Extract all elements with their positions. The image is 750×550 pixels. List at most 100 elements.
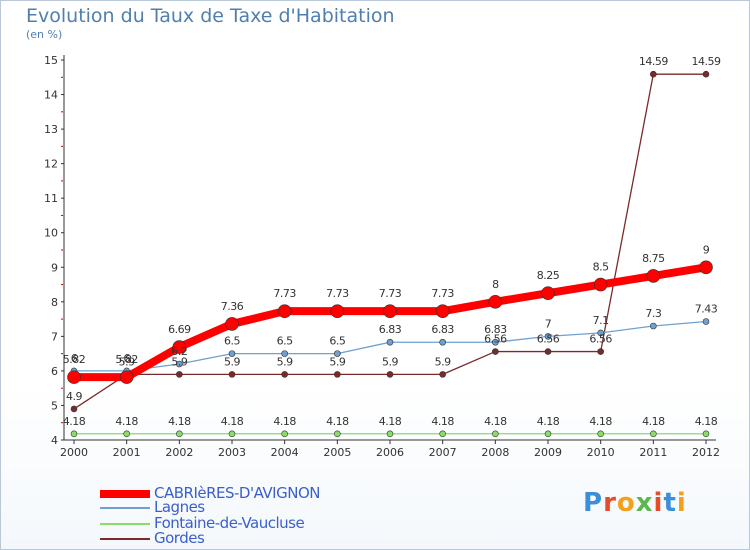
data-point [650,430,657,438]
x-tick-label: 2001 [113,446,141,459]
data-point [435,304,450,318]
data-point [386,338,394,346]
data-label: 8 [492,278,499,291]
data-point [386,371,394,378]
data-point [597,430,604,438]
data-label: 4.18 [326,415,349,428]
y-tick-label: 9 [51,261,58,274]
data-label: 14.59 [639,55,668,68]
data-label: 6.5 [277,335,293,348]
data-label: 6.69 [168,323,191,336]
data-label: 7.1 [593,314,609,327]
data-label: 5.9 [435,355,451,368]
data-label: 4.18 [63,415,86,428]
data-label: 7.73 [431,287,454,300]
data-label: 7.36 [221,300,244,313]
proxiti-logo: Proxiti [583,488,687,518]
data-point [650,322,657,330]
data-label: 7.73 [326,287,349,300]
data-label: 6.56 [537,333,560,346]
data-label: 4.18 [537,415,560,428]
data-label: 8.25 [537,269,560,282]
data-point [488,295,503,309]
data-label: 9 [703,243,710,256]
legend-label: CABRIèRES-D'AVIGNON [154,484,320,502]
data-label: 5.9 [329,355,345,368]
y-tick-label: 8 [51,296,58,309]
data-label: 4.18 [695,415,718,428]
legend-label: Fontaine-de-Vaucluse [154,514,305,532]
data-label: 8.5 [593,261,609,274]
data-point [334,350,341,357]
data-point [330,304,345,318]
y-tick-label: 12 [44,158,58,171]
data-label: 4.18 [168,415,191,428]
data-point [439,338,446,346]
data-point [70,430,78,438]
data-point [70,405,78,413]
legend-swatch [100,507,150,509]
data-point [172,340,187,354]
data-label: 7 [545,317,552,330]
x-tick-label: 2007 [429,446,457,459]
y-tick-label: 11 [44,192,58,205]
data-point [228,371,236,378]
data-label: 4.18 [642,415,665,428]
data-point [228,350,236,357]
logo-letter: x [635,488,654,518]
x-tick-label: 2003 [218,446,246,459]
data-label: 4.18 [589,415,612,428]
data-label: 5.9 [382,355,398,368]
data-label: 5.9 [224,355,240,368]
data-point [281,350,288,357]
y-tick-label: 13 [44,123,58,136]
data-label: 4.18 [221,415,244,428]
data-point [119,370,134,384]
data-label: 4.18 [115,415,138,428]
data-label: 7.3 [645,307,661,320]
data-label: 7.43 [695,303,718,316]
y-tick-label: 4 [51,434,58,447]
x-tick-label: 2004 [271,446,299,459]
y-tick-label: 15 [44,54,58,67]
data-point [225,317,239,331]
data-point [176,360,183,368]
data-point [281,430,288,438]
x-tick-label: 2009 [534,446,562,459]
data-point [123,430,130,438]
legend-label: Lagnes [154,498,205,516]
data-point [228,430,236,438]
logo-letter: i [653,488,664,518]
data-label: 6.83 [379,323,402,336]
data-point [699,260,713,275]
data-label: 6.2 [171,345,187,358]
x-tick-label: 2012 [692,446,720,459]
data-point [176,371,183,378]
data-point [67,370,81,384]
data-point [383,304,397,318]
data-label: 4.18 [431,415,454,428]
data-point [597,348,604,355]
data-point [277,304,292,318]
data-point [492,430,499,438]
logo-letter: o [616,488,636,518]
x-tick-label: 2006 [376,446,404,459]
data-point [593,277,608,292]
data-point [544,333,552,340]
x-tick-label: 2008 [481,446,509,459]
data-label: 6 [123,352,130,365]
data-label: 6 [71,352,78,365]
data-label: 7.73 [273,287,296,300]
data-label: 14.59 [692,55,721,68]
data-label: 5.9 [119,355,135,368]
data-point [597,329,604,337]
data-point [386,430,394,438]
y-tick-label: 7 [51,330,58,343]
logo-letter: t [663,488,677,518]
legend-swatch [100,523,150,525]
legend-label: Gordes [154,529,205,547]
legend-swatch [100,490,150,498]
data-label: 5.82 [115,353,138,366]
logo-letter: i [676,488,687,518]
